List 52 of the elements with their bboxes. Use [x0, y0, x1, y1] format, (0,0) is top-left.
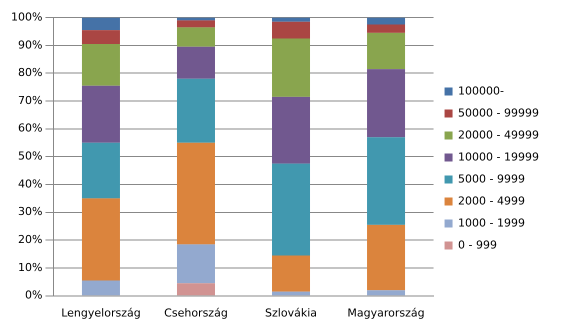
legend-label: 100000- [458, 84, 504, 98]
bar [367, 137, 406, 225]
bar [82, 30, 120, 44]
legend-label: 20000 - 49999 [458, 128, 540, 142]
y-tick-label: 20% [18, 233, 42, 246]
bar [82, 44, 120, 86]
bar [82, 142, 120, 198]
x-tick-label: Csehország [164, 306, 228, 320]
bar [176, 20, 215, 28]
x-tick-label: Magyarország [347, 306, 425, 320]
bar [367, 24, 406, 33]
legend-label: 1000 - 1999 [458, 216, 526, 230]
x-tick-label: Lengyelország [61, 306, 141, 320]
x-tick-label: Szlovákia [265, 306, 317, 320]
y-tick-label: 100% [10, 10, 42, 24]
bar [272, 38, 310, 97]
bar [176, 27, 215, 47]
bar [82, 18, 120, 30]
y-tick-label: 90% [18, 38, 42, 52]
bar [176, 142, 215, 244]
y-tick-label: 70% [18, 94, 42, 107]
bar [82, 86, 120, 143]
bar [176, 283, 215, 296]
bar [82, 280, 120, 296]
bar [367, 224, 406, 290]
bar [272, 255, 310, 292]
y-tick-label: 50% [18, 150, 42, 163]
y-tick-label: 30% [18, 205, 42, 218]
legend-label: 10000 - 19999 [458, 150, 540, 164]
legend-label: 5000 - 9999 [458, 172, 526, 186]
bar [176, 46, 215, 79]
y-tick-label: 40% [18, 177, 42, 190]
y-tick-label: 0% [24, 288, 42, 302]
bar [176, 244, 215, 284]
legend-label: 0 - 999 [458, 238, 498, 252]
bar [272, 292, 310, 296]
bar [367, 290, 406, 296]
bar [367, 32, 406, 70]
bar [367, 18, 406, 25]
bar [272, 18, 310, 22]
legend-label: 50000 - 99999 [458, 106, 540, 120]
bar [176, 78, 215, 143]
bar [272, 96, 310, 164]
bar [176, 18, 215, 20]
y-tick-label: 80% [18, 66, 42, 80]
y-tick-label: 60% [18, 122, 42, 135]
y-tick-label: 10% [18, 260, 42, 274]
bar [367, 69, 406, 138]
bar [272, 22, 310, 38]
bar [272, 164, 310, 256]
legend-label: 2000 - 4999 [458, 194, 526, 208]
bar [82, 198, 120, 280]
